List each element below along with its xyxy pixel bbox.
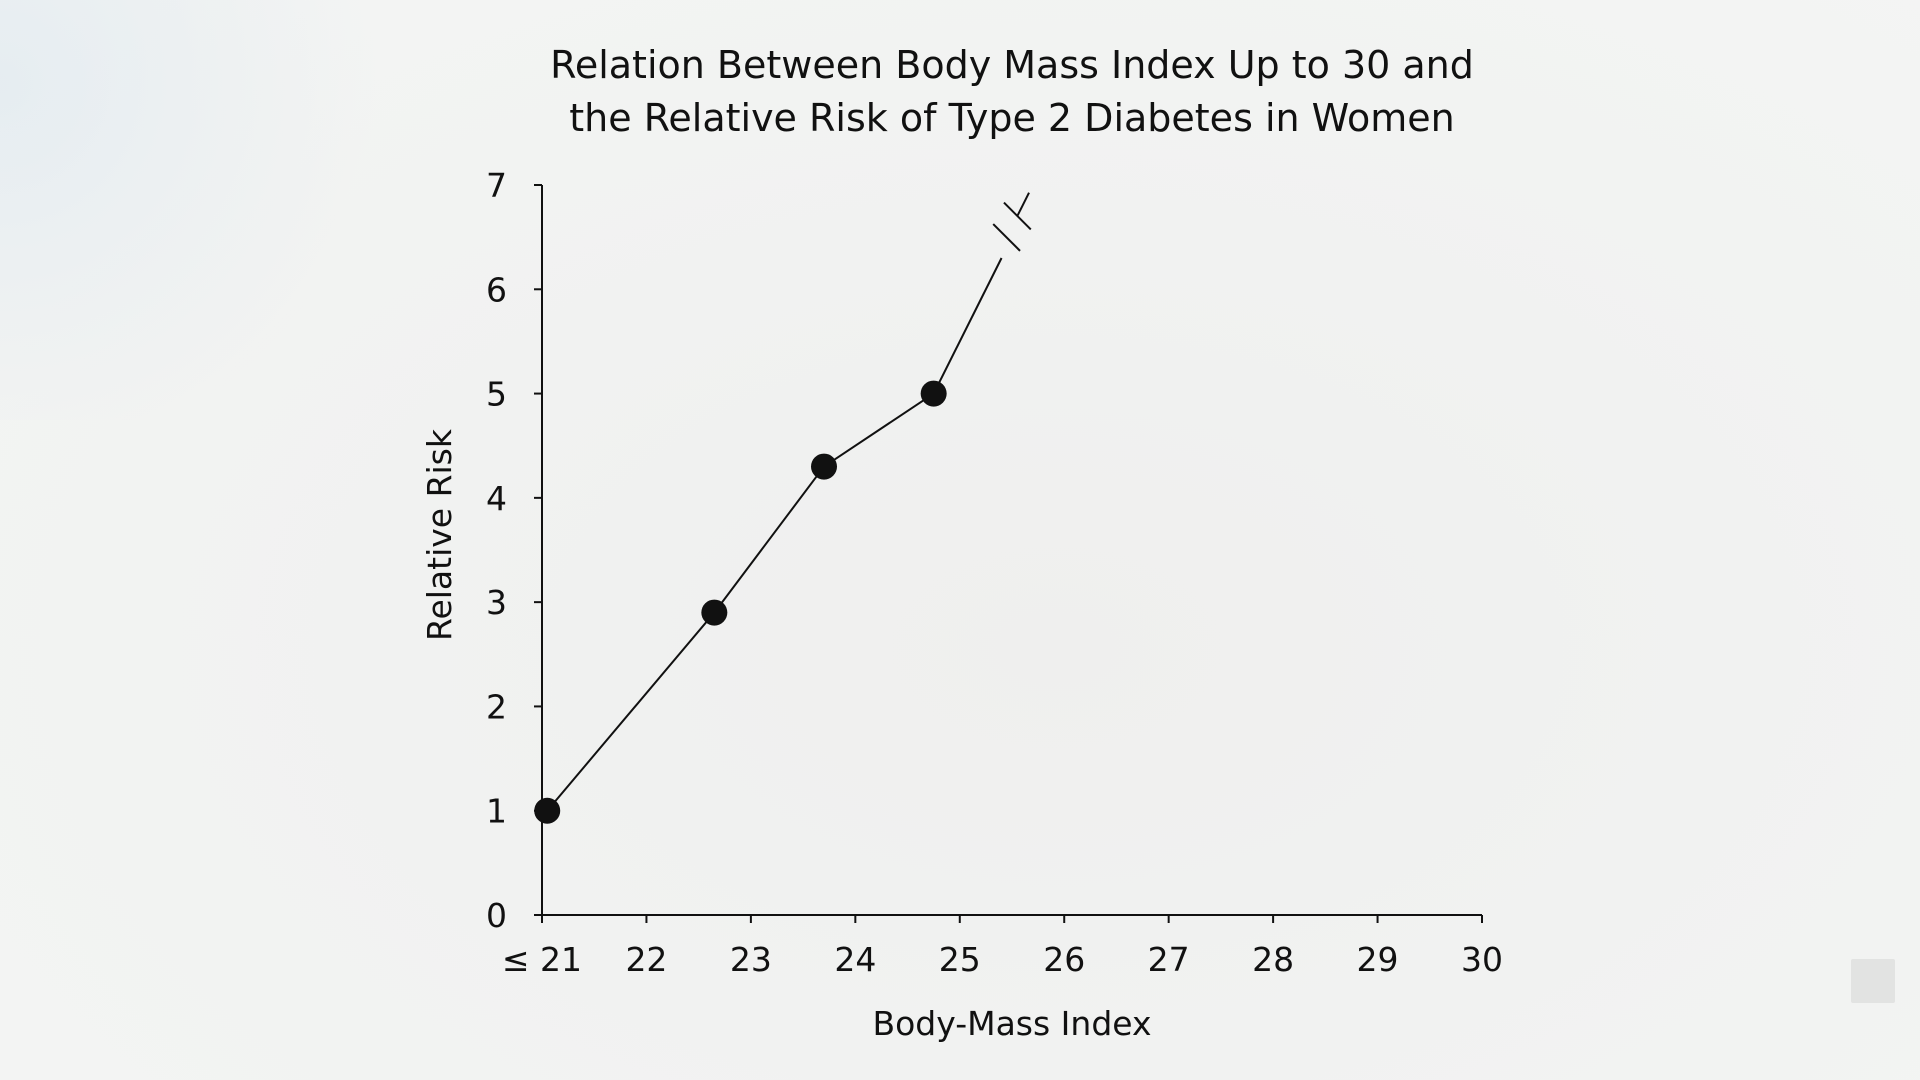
x-tick-label: 30 [1461,940,1503,979]
x-axis-title: Body-Mass Index [872,1004,1151,1043]
y-tick-label: 3 [486,583,507,622]
break-slash [1003,201,1032,231]
x-tick-label: 25 [939,940,981,979]
series-layer [534,192,1032,824]
y-tick-label: 1 [486,792,507,831]
axis-break-marker [992,192,1032,252]
x-tick-label: 28 [1252,940,1294,979]
y-axis-ticks: 0 1 2 3 4 5 6 7 [486,166,542,935]
x-tick-label: 22 [625,940,667,979]
data-point [701,599,728,626]
y-tick-label: 2 [486,687,507,726]
x-tick-label: 24 [834,940,876,979]
break-slash [992,223,1021,252]
x-tick-label: ≤ 21 [502,940,582,979]
y-tick-label: 4 [486,479,507,518]
data-point [811,453,837,480]
axes [541,185,1482,916]
data-point [534,797,561,824]
x-axis-ticks: ≤ 21 22 23 24 25 26 27 28 29 30 [502,915,1503,979]
x-tick-label: 29 [1357,940,1399,979]
x-tick-label: 23 [730,940,772,979]
corner-control-button[interactable] [1851,959,1895,1003]
chart-title-line-1: Relation Between Body Mass Index Up to 3… [550,43,1474,87]
x-tick-label: 27 [1148,940,1190,979]
chart-title-line-2: the Relative Risk of Type 2 Diabetes in … [569,96,1455,140]
chart-title: Relation Between Body Mass Index Up to 3… [550,43,1474,140]
y-tick-label: 6 [486,270,507,309]
series-break-stub [1016,192,1030,217]
series-line [546,392,935,812]
series-continuation-line [932,257,1003,395]
x-tick-label: 26 [1043,940,1085,979]
y-tick-label: 5 [486,375,507,414]
data-point [920,380,947,407]
y-tick-label: 7 [486,166,507,205]
y-axis-title: Relative Risk [420,428,459,641]
y-tick-label: 0 [486,896,507,935]
